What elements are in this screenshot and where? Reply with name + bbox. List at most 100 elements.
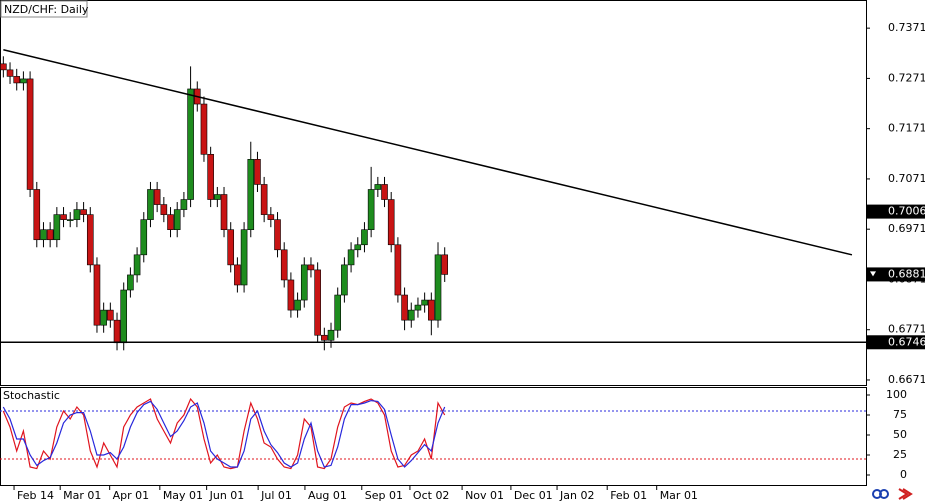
candle-body xyxy=(53,214,61,241)
price-label-box xyxy=(867,204,925,219)
x-tick-label: May 01 xyxy=(163,489,203,502)
candle-body xyxy=(227,229,235,266)
candle-body xyxy=(40,229,47,241)
y-tick-label: 0.7271 xyxy=(888,71,925,84)
candle-body xyxy=(421,299,428,306)
x-tick-label: Jan 02 xyxy=(559,489,594,502)
candle-body xyxy=(167,214,174,230)
indicator-title-box xyxy=(1,388,57,403)
price-label: 0.6746 xyxy=(888,335,925,348)
y-tick-label: 0.7071 xyxy=(888,172,925,185)
main-pane xyxy=(0,0,867,386)
main-layer: 0.73710.72710.71710.70710.69710.68710.67… xyxy=(0,21,925,386)
y-tick-label: 50 xyxy=(893,428,907,441)
candle-body xyxy=(80,209,87,215)
candle-body xyxy=(300,264,308,301)
toolbar-icons[interactable] xyxy=(872,488,913,500)
x-tick-label: Oct 02 xyxy=(413,489,450,502)
title-box xyxy=(0,0,88,18)
x-tick-label: Nov 01 xyxy=(465,489,504,502)
y-tick-label: 0.6771 xyxy=(888,323,925,336)
candle-body xyxy=(354,244,362,251)
candle-body xyxy=(26,78,34,190)
candle-body xyxy=(341,264,348,296)
candle-body xyxy=(140,219,148,256)
indicator-layer: 0 25 50 75 100 Feb 14 Mar 01 Apr 01 May 01 Jun 01… xyxy=(0,388,907,502)
candle-body xyxy=(234,264,241,286)
candle-body xyxy=(147,189,154,220)
y-tick-label: 100 xyxy=(886,388,907,401)
candle-body xyxy=(6,69,14,77)
candle-body xyxy=(407,309,415,321)
candle-body xyxy=(13,76,21,84)
candle-body xyxy=(20,78,27,84)
candle-body xyxy=(46,229,54,241)
candle-body xyxy=(200,103,208,155)
candle-body xyxy=(387,199,395,246)
candle-body xyxy=(173,209,181,230)
candle-body xyxy=(247,159,255,230)
price-label: 0.6881 xyxy=(888,267,925,280)
candle-body xyxy=(434,254,442,321)
link-icon[interactable] xyxy=(879,489,889,499)
candle-body xyxy=(428,299,435,321)
candle-body xyxy=(327,329,335,341)
candle-body xyxy=(0,63,7,71)
candle-body xyxy=(294,299,301,311)
scroll-icon[interactable] xyxy=(898,488,913,500)
x-tick-label: Jul 01 xyxy=(260,489,292,502)
candle-body xyxy=(127,274,134,291)
x-tick-label: Mar 01 xyxy=(660,489,698,502)
stochastic-line xyxy=(2,397,446,470)
stochastic-line xyxy=(2,399,446,468)
candle-body xyxy=(274,219,281,251)
candle-body xyxy=(73,209,81,220)
candle-body xyxy=(280,249,288,281)
candle-body xyxy=(187,88,194,200)
candle-body xyxy=(361,229,368,246)
candle-body xyxy=(100,309,107,326)
candle-body xyxy=(307,264,315,271)
candle-body xyxy=(254,159,261,185)
candle-body xyxy=(86,214,94,266)
price-label-box xyxy=(867,267,925,282)
x-tick-label: Dec 01 xyxy=(514,489,553,502)
x-tick-label: Aug 01 xyxy=(308,489,347,502)
x-tick-label: Apr 01 xyxy=(113,489,150,502)
x-tick-label: Sep 01 xyxy=(365,489,403,502)
x-tick-label: Jun 01 xyxy=(209,489,245,502)
candle-body xyxy=(321,334,328,341)
candle-body xyxy=(287,279,295,311)
trendline xyxy=(3,49,853,256)
candle-body xyxy=(347,249,355,266)
y-tick-label: 0.7171 xyxy=(888,122,925,135)
chart-title: NZD/CHF: Daily xyxy=(4,3,89,16)
candle-body xyxy=(367,189,375,230)
candle-body xyxy=(107,309,114,321)
candle-body xyxy=(120,289,128,344)
candle-body xyxy=(267,214,275,220)
price-label: 0.7006 xyxy=(888,205,925,218)
candle-body xyxy=(220,194,228,230)
candle-body xyxy=(66,219,74,221)
candle-body xyxy=(133,254,141,276)
candle-body xyxy=(381,184,388,200)
candle-body xyxy=(394,244,402,296)
candle-body xyxy=(374,184,382,190)
candle-body xyxy=(401,294,408,321)
y-tick-label: 0.6671 xyxy=(888,373,925,386)
candle-body xyxy=(113,319,121,344)
candle-body xyxy=(153,189,161,205)
candle-body xyxy=(93,264,101,326)
x-tick-label: Feb 01 xyxy=(610,489,647,502)
x-tick-label: Mar 01 xyxy=(63,489,101,502)
candle-body xyxy=(180,199,188,210)
indicator-title: Stochastic xyxy=(3,389,60,402)
price-label-box xyxy=(867,335,925,350)
candle-body xyxy=(214,194,221,200)
candle-body xyxy=(260,184,268,215)
y-tick-label: 0 xyxy=(900,468,907,481)
candle-body xyxy=(314,269,321,336)
candle-body xyxy=(160,204,168,215)
